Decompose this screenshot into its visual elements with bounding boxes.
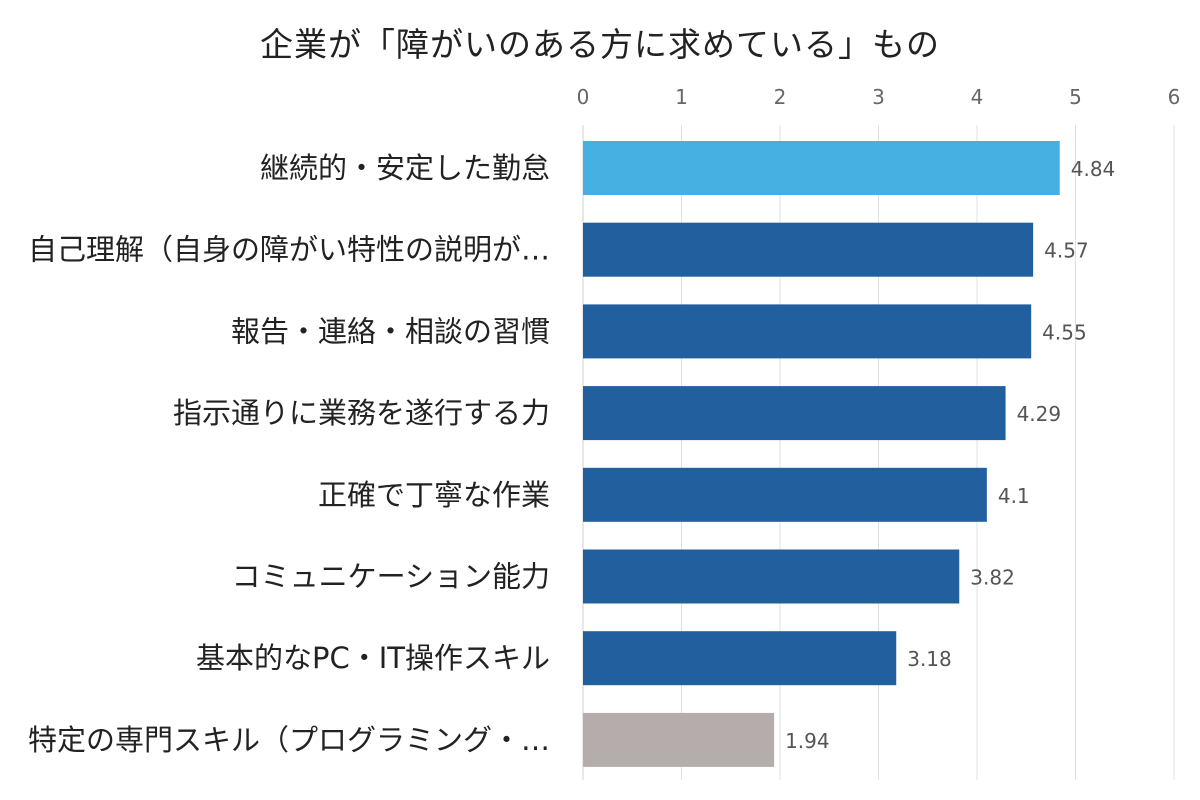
category-label: コミュニケーション能力 [232, 560, 550, 594]
x-tick-label: 0 [577, 85, 590, 109]
bar [583, 549, 960, 604]
bar [583, 467, 987, 522]
category-label: 継続的・安定した勤怠 [260, 151, 550, 185]
category-label: 自己理解（自身の障がい特性の説明が… [28, 233, 550, 267]
category-label: 基本的なPC・IT操作スキル [196, 641, 550, 675]
data-label: 4.29 [1017, 402, 1062, 426]
bar [583, 631, 897, 686]
bar [583, 712, 775, 767]
data-label: 4.55 [1042, 320, 1087, 344]
x-tick-label: 2 [774, 85, 787, 109]
bar [583, 304, 1032, 359]
x-tick-label: 4 [971, 85, 984, 109]
x-tick-label: 5 [1069, 85, 1082, 109]
bar [583, 141, 1060, 195]
x-tick-label: 1 [675, 85, 688, 109]
x-tick-label: 6 [1168, 85, 1181, 109]
data-label: 4.57 [1044, 239, 1089, 263]
category-label: 指示通りに業務を遂行する力 [173, 396, 550, 430]
data-label: 4.84 [1071, 157, 1116, 181]
data-label: 3.18 [907, 647, 952, 671]
category-label: 特定の専門スキル（プログラミング・… [28, 723, 550, 757]
data-label: 4.1 [998, 484, 1030, 508]
bar [583, 222, 1034, 277]
bar [583, 386, 1006, 441]
data-label: 1.94 [785, 729, 830, 753]
x-tick-label: 3 [872, 85, 885, 109]
category-label: 正確で丁寧な作業 [318, 478, 550, 512]
data-label: 3.82 [970, 566, 1015, 590]
chart-title: 企業が「障がいのある方に求めている」もの [260, 25, 940, 64]
category-label: 報告・連絡・相談の習慣 [231, 314, 550, 348]
